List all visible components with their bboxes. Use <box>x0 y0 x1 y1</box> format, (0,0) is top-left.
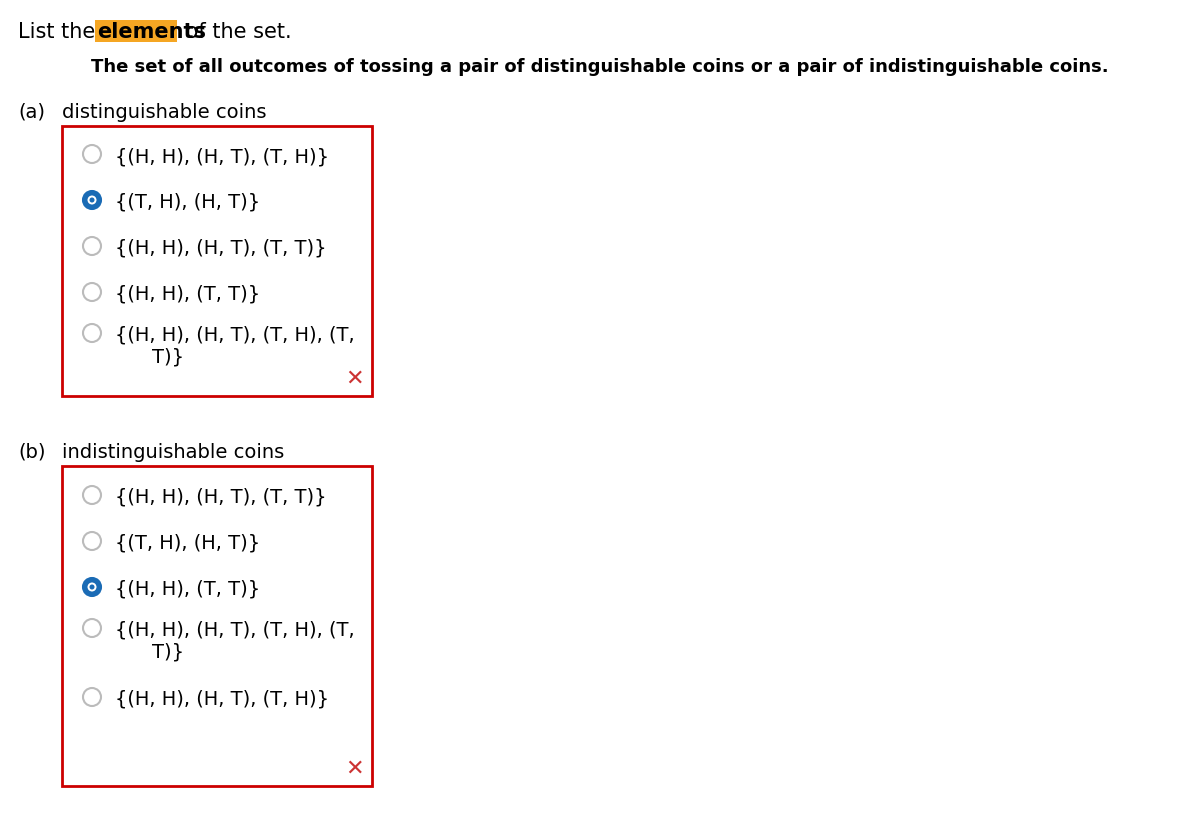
Text: {(H, H), (H, T), (T, T)}: {(H, H), (H, T), (T, T)} <box>115 487 326 506</box>
Circle shape <box>88 196 96 205</box>
Circle shape <box>83 192 101 210</box>
Text: {(T, H), (H, T)}: {(T, H), (H, T)} <box>115 533 260 552</box>
Text: {(H, H), (H, T), (T, H)}: {(H, H), (H, T), (T, H)} <box>115 147 329 165</box>
Text: (a): (a) <box>18 103 46 122</box>
Text: {(T, H), (H, T)}: {(T, H), (H, T)} <box>115 193 260 212</box>
Circle shape <box>90 198 95 203</box>
Text: {(H, H), (H, T), (T, H), (T,: {(H, H), (H, T), (T, H), (T, <box>115 326 355 345</box>
Circle shape <box>88 583 96 592</box>
Text: {(H, H), (H, T), (T, H)}: {(H, H), (H, T), (T, H)} <box>115 689 329 708</box>
Text: {(H, H), (T, T)}: {(H, H), (T, T)} <box>115 284 260 304</box>
Circle shape <box>90 585 95 590</box>
Text: of the set.: of the set. <box>179 22 292 42</box>
Text: List the: List the <box>18 22 102 42</box>
Text: T)}: T)} <box>127 347 184 366</box>
Text: (b): (b) <box>18 442 46 461</box>
Text: T)}: T)} <box>127 643 184 662</box>
Text: elements: elements <box>97 22 206 42</box>
Text: indistinguishable coins: indistinguishable coins <box>62 442 284 461</box>
FancyBboxPatch shape <box>62 127 372 396</box>
Text: {(H, H), (H, T), (T, T)}: {(H, H), (H, T), (T, T)} <box>115 239 326 258</box>
Circle shape <box>83 578 101 596</box>
Text: distinguishable coins: distinguishable coins <box>62 103 266 122</box>
Text: The set of all outcomes of tossing a pair of distinguishable coins or a pair of : The set of all outcomes of tossing a pai… <box>91 58 1109 76</box>
FancyBboxPatch shape <box>95 21 178 43</box>
Text: ✕: ✕ <box>344 369 364 389</box>
Text: {(H, H), (T, T)}: {(H, H), (T, T)} <box>115 579 260 598</box>
Text: {(H, H), (H, T), (T, H), (T,: {(H, H), (H, T), (T, H), (T, <box>115 620 355 639</box>
Text: ✕: ✕ <box>344 758 364 778</box>
FancyBboxPatch shape <box>62 466 372 786</box>
